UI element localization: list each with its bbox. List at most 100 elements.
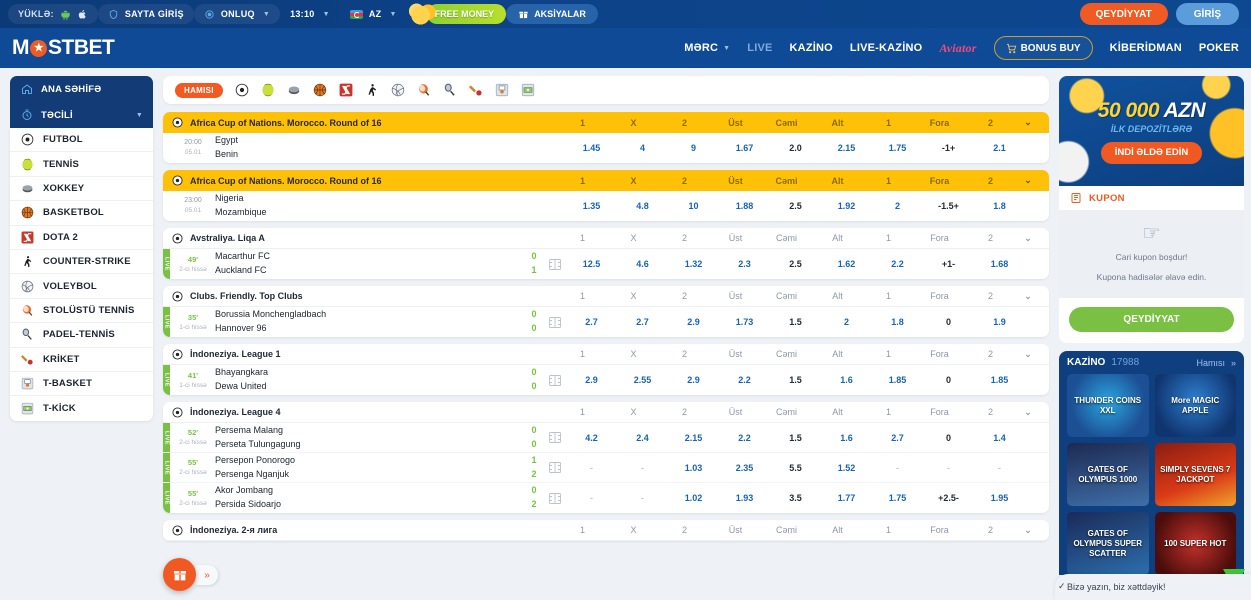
league-header[interactable]: Africa Cup of Nations. Morocco. Round of… (163, 112, 1049, 133)
odds-button[interactable]: 1.32 (684, 259, 703, 269)
nav-item-aviator[interactable]: Aviator (939, 40, 977, 55)
league-header[interactable]: Africa Cup of Nations. Morocco. Round of… (163, 170, 1049, 191)
match-row[interactable]: LIVE 52' 2-ci hissə Persema Malang Perseta T… (163, 423, 1049, 453)
nav-item-merc[interactable]: MƏRC ▼ (684, 42, 730, 54)
t-kick-icon[interactable] (521, 83, 535, 97)
match-row[interactable]: 20:00 05.01 Egypt Benin 1.45 4 9 1.67 2.0 2.15 1.7… (163, 133, 1049, 163)
odds-button[interactable]: 1.62 (837, 259, 856, 269)
tennis-ball-icon[interactable] (261, 83, 275, 97)
betslip-register-button[interactable]: QEYDİYYAT (1069, 307, 1234, 333)
odds-button[interactable]: 1.35 (582, 201, 601, 211)
register-button[interactable]: QEYDİYYAT (1079, 3, 1168, 25)
odds-button[interactable]: 1.73 (735, 317, 754, 327)
odds-button[interactable]: 2.15 (837, 143, 856, 153)
gift-expand-button[interactable]: » (196, 565, 218, 585)
league-collapse-chevron-icon[interactable]: ⌄ (1024, 232, 1032, 243)
nav-item-live-kazino[interactable]: LIVE-KAZİNO (849, 42, 923, 54)
nav-item-poker[interactable]: POKER (1198, 42, 1239, 54)
odds-button[interactable]: 4 (639, 143, 645, 153)
statistics-icon[interactable] (544, 432, 566, 443)
table-tennis-icon[interactable] (417, 83, 431, 97)
site-login-pill[interactable]: SAYTA GİRİŞ (97, 4, 194, 24)
casino-see-all-link[interactable]: Hamısı (1196, 357, 1225, 368)
android-icon[interactable] (60, 9, 71, 20)
promotions-button[interactable]: AKSİYALAR (506, 4, 598, 24)
casino-game-tile[interactable]: THUNDER COINS XXL (1067, 374, 1149, 438)
odds-button[interactable]: 4.6 (636, 259, 649, 269)
odds-button[interactable]: 2.9 (585, 375, 598, 385)
odds-button[interactable]: 2.55 (633, 375, 652, 385)
odds-button[interactable]: 1.77 (837, 493, 856, 503)
sidebar-item-urgent[interactable]: TƏCİLİ ▼ (10, 102, 153, 128)
casino-game-tile[interactable]: More MAGIC APPLE (1154, 374, 1236, 438)
odds-button[interactable]: 1.9 (993, 317, 1006, 327)
odds-button[interactable]: 2.2 (738, 432, 751, 443)
odds-button[interactable]: 1.95 (990, 493, 1009, 503)
sidebar-item-counter-strike[interactable]: COUNTER-STRIKE (10, 250, 153, 275)
cricket-icon[interactable] (468, 83, 483, 97)
odds-button[interactable]: 1.67 (735, 143, 754, 153)
casino-game-tile[interactable]: GATES OF OLYMPUS 1000 (1067, 443, 1149, 507)
time-selector[interactable]: 13:10 ▼ (280, 4, 340, 24)
odds-button[interactable]: 1.92 (837, 201, 856, 211)
odds-button[interactable]: 1.75 (888, 493, 907, 503)
league-header[interactable]: İndoneziya. 2-я лига 1 X 2 Üst Cəmi Alt 1 Fora 2 ⌄ (163, 520, 1049, 541)
league-header[interactable]: Avstraliya. Liqa A 1 X 2 Üst Cəmi Alt 1 Fora 2 ⌄ (163, 228, 1049, 249)
download-apps[interactable]: YÜKLƏ: (8, 4, 98, 24)
odds-button[interactable]: 2.9 (687, 317, 700, 327)
sidebar-item-kriket[interactable]: KRİKET (10, 348, 153, 372)
sidebar-item-t-kick[interactable]: T-KİCK (10, 396, 153, 420)
odds-button[interactable]: 4.8 (636, 201, 649, 211)
casino-game-tile[interactable]: SIMPLY SEVENS 7 JACKPOT (1154, 443, 1236, 507)
odds-button[interactable]: 10 (688, 201, 699, 211)
odds-button[interactable]: 4.2 (585, 432, 598, 443)
match-row[interactable]: LIVE 49' 2-ci hissə Macarthur FC Auckland FC… (163, 249, 1049, 279)
odds-button[interactable]: 2.7 (585, 317, 598, 327)
counter-strike-icon[interactable] (365, 83, 379, 97)
odds-button[interactable]: 1.93 (735, 493, 754, 503)
sidebar-item-dota2[interactable]: DOTA 2 (10, 226, 153, 250)
logo[interactable]: M ★ STBET (12, 36, 115, 60)
apple-icon[interactable] (77, 9, 88, 20)
basketball-icon[interactable] (313, 83, 327, 97)
sidebar-item-stolustu-tennis[interactable]: STOLÜSTÜ TENNİS (10, 299, 153, 324)
free-money-button[interactable]: FREE MONEY (426, 4, 507, 24)
odds-button[interactable]: 1.45 (582, 143, 601, 153)
odds-button[interactable]: 1.75 (888, 143, 907, 153)
padel-racket-icon[interactable] (443, 83, 457, 97)
odds-button[interactable]: 2.7 (636, 317, 649, 327)
casino-game-tile[interactable]: 100 SUPER HOT (1154, 512, 1236, 576)
odds-button[interactable]: 1.85 (990, 375, 1009, 385)
double-chevron-right-icon[interactable]: » (1230, 357, 1236, 368)
nav-item-kazino[interactable]: KAZİNO (789, 42, 833, 54)
hockey-puck-icon[interactable] (287, 83, 301, 97)
league-collapse-chevron-icon[interactable]: ⌄ (1024, 406, 1032, 417)
odds-button[interactable]: 2.9 (687, 375, 700, 385)
t-basket-icon[interactable] (495, 83, 509, 97)
statistics-icon[interactable] (544, 258, 566, 270)
gift-floating-button[interactable] (163, 558, 196, 591)
statistics-icon[interactable] (544, 492, 566, 504)
bonus-buy-button[interactable]: BONUS BUY (993, 36, 1093, 60)
odds-button[interactable]: 1.6 (840, 432, 853, 443)
sidebar-item-padel-tennis[interactable]: PADEL-TENNİS (10, 323, 153, 348)
league-header[interactable]: İndoneziya. League 1 1 X 2 Üst Cəmi Alt 1 Fora 2 ⌄ (163, 344, 1049, 365)
statistics-icon[interactable] (544, 316, 566, 328)
odds-button[interactable]: 1.8 (891, 317, 904, 327)
match-row[interactable]: LIVE 35' 1-ci hissə Borussia Monchengladbac… (163, 307, 1049, 337)
odds-button[interactable]: 2 (843, 317, 849, 327)
league-header[interactable]: Clubs. Friendly. Top Clubs 1 X 2 Üst Cəmi Alt 1… (163, 286, 1049, 307)
league-collapse-chevron-icon[interactable]: ⌄ (1024, 290, 1032, 301)
odds-button[interactable]: 2.3 (738, 259, 751, 269)
league-collapse-chevron-icon[interactable]: ⌄ (1024, 175, 1032, 185)
odds-button[interactable]: 1.68 (990, 259, 1009, 269)
sidebar-item-t-basket[interactable]: T-BASKET (10, 372, 153, 397)
sidebar-item-futbol[interactable]: FUTBOL (10, 128, 153, 153)
football-icon[interactable] (235, 83, 249, 97)
match-row[interactable]: LIVE 41' 1-ci hissə Bhayangkara Dewa United 0… (163, 365, 1049, 395)
filter-all-chip[interactable]: HAMISI (175, 82, 223, 98)
odds-button[interactable]: 2.2 (891, 259, 904, 269)
odds-button[interactable]: 9 (690, 143, 696, 153)
match-row[interactable]: LIVE 55' 2-ci hissə Akor Jombang Persida Sid… (163, 483, 1049, 513)
sidebar-item-voleybol[interactable]: VOLEYBOL (10, 274, 153, 299)
